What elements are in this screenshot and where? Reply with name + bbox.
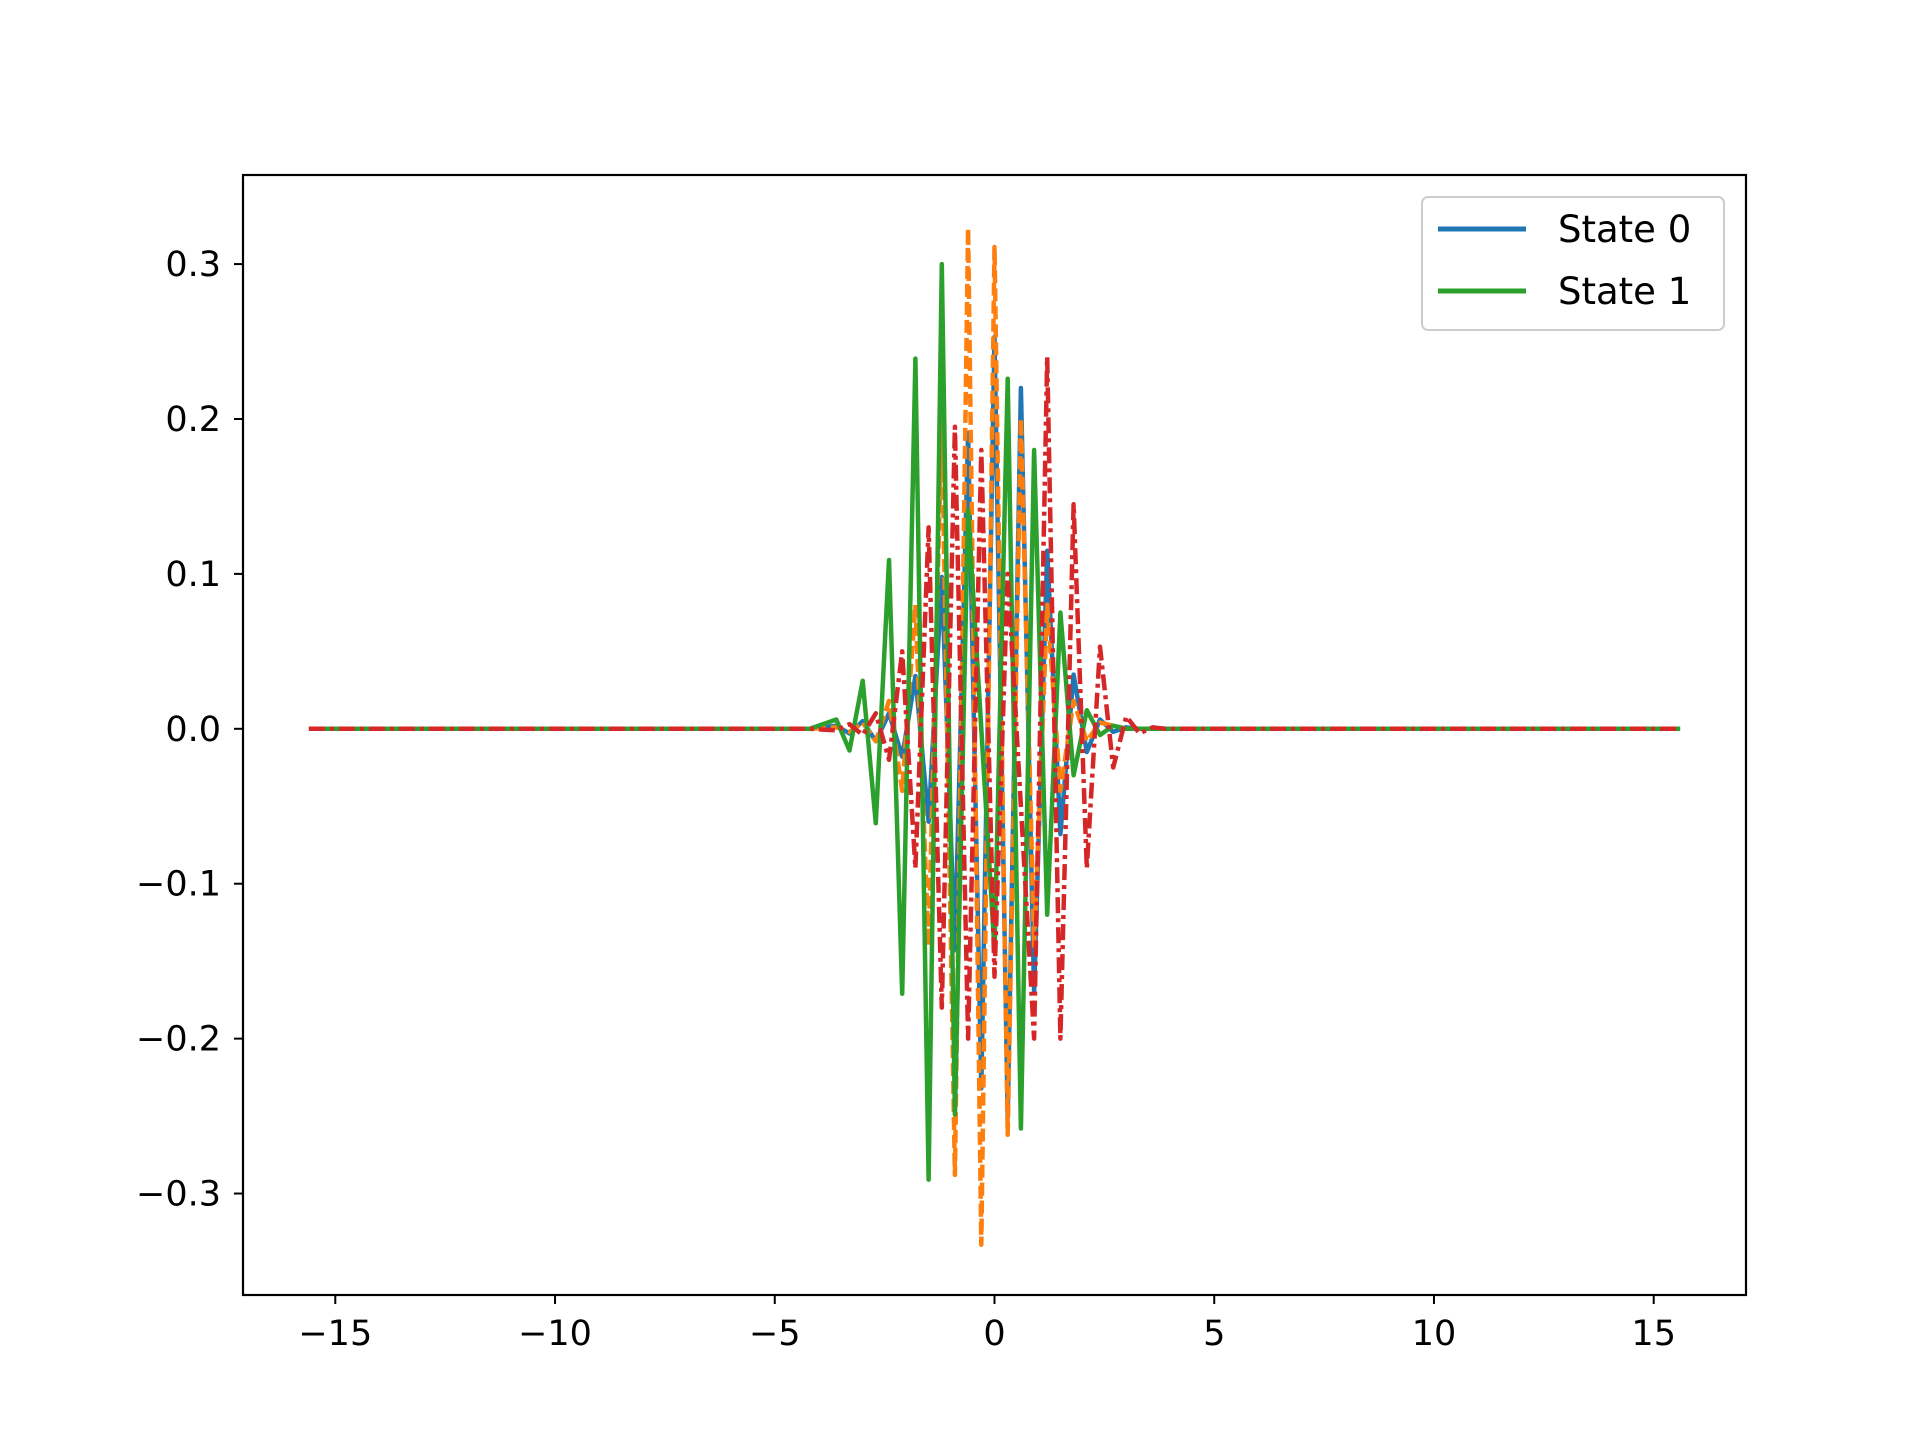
- y-tick-label: 0.3: [165, 245, 221, 285]
- x-tick-label: −5: [749, 1314, 801, 1354]
- y-tick-label: −0.2: [136, 1020, 221, 1060]
- x-tick-label: 10: [1412, 1314, 1457, 1354]
- x-tick-label: 5: [1203, 1314, 1225, 1354]
- legend-label-state-0: State 0: [1558, 208, 1691, 251]
- y-tick-label: 0.0: [165, 710, 221, 750]
- x-tick-label: 0: [983, 1314, 1005, 1354]
- x-tick-label: −15: [298, 1314, 372, 1354]
- x-axis: −15 −10 −5 0 5 10 15: [298, 1295, 1676, 1354]
- y-tick-label: −0.3: [136, 1175, 221, 1215]
- series-layer: [308, 226, 1681, 1247]
- series-line-3: [308, 354, 1681, 1041]
- y-tick-label: −0.1: [136, 865, 221, 905]
- x-tick-label: 15: [1631, 1314, 1676, 1354]
- y-tick-label: 0.2: [165, 400, 221, 440]
- y-tick-label: 0.1: [165, 555, 221, 595]
- y-axis: −0.3 −0.2 −0.1 0.0 0.1 0.2 0.3: [136, 245, 243, 1215]
- series-line-2: [308, 261, 1681, 1182]
- legend-label-state-1: State 1: [1558, 270, 1691, 313]
- legend: State 0 State 1: [1421, 196, 1725, 331]
- x-tick-label: −10: [518, 1314, 592, 1354]
